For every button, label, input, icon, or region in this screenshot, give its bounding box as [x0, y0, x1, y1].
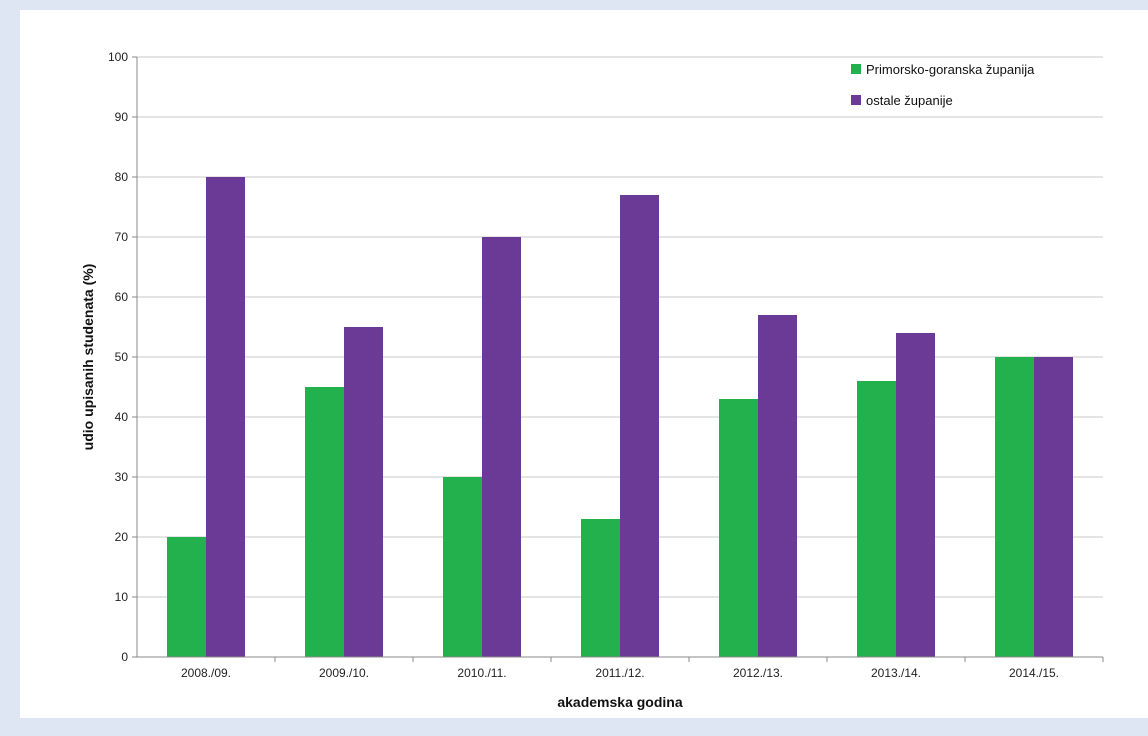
- x-tick-label: 2013./14.: [871, 666, 921, 680]
- y-tick-label: 100: [108, 50, 128, 64]
- x-tick-label: 2010./11.: [457, 666, 506, 680]
- legend-swatch: [851, 64, 861, 74]
- x-tick-label: 2008./09.: [181, 666, 231, 680]
- y-axis-title: udio upisanih studenata (%): [80, 264, 96, 451]
- bar-primorsko-goranska: [719, 399, 758, 657]
- bar-ostale-zupanije: [758, 315, 797, 657]
- y-tick-label: 10: [115, 590, 129, 604]
- bar-primorsko-goranska: [857, 381, 896, 657]
- bar-primorsko-goranska: [167, 537, 206, 657]
- y-tick-label: 90: [115, 110, 129, 124]
- bar-ostale-zupanije: [1034, 357, 1073, 657]
- bar-ostale-zupanije: [482, 237, 521, 657]
- x-tick-label: 2014./15.: [1009, 666, 1059, 680]
- legend: Primorsko-goranska županija ostale župani…: [851, 62, 1035, 108]
- bar-ostale-zupanije: [896, 333, 935, 657]
- bars: [167, 177, 1073, 657]
- y-tick-label: 60: [115, 290, 129, 304]
- bar-primorsko-goranska: [581, 519, 620, 657]
- x-tick-label: 2012./13.: [733, 666, 783, 680]
- legend-swatch: [851, 95, 861, 105]
- x-axis-title: akademska godina: [557, 694, 682, 710]
- bar-ostale-zupanije: [344, 327, 383, 657]
- y-tick-label: 70: [115, 230, 129, 244]
- bar-ostale-zupanije: [206, 177, 245, 657]
- bar-primorsko-goranska: [995, 357, 1034, 657]
- y-axis: 0 10 20 30 40 50 60 70 80 90 100: [108, 50, 138, 664]
- y-tick-label: 0: [121, 650, 128, 664]
- bar-ostale-zupanije: [620, 195, 659, 657]
- legend-label: Primorsko-goranska županija: [866, 62, 1035, 77]
- chart-panel: 0 10 20 30 40 50 60 70 80 90 100 2008./09. 2009./10…: [20, 10, 1148, 718]
- bar-chart: 0 10 20 30 40 50 60 70 80 90 100 2008./09. 2009./10…: [80, 50, 1104, 710]
- y-tick-label: 40: [115, 410, 129, 424]
- x-tick-label: 2009./10.: [319, 666, 369, 680]
- y-tick-label: 30: [115, 470, 129, 484]
- y-tick-label: 80: [115, 170, 129, 184]
- y-tick-label: 20: [115, 530, 129, 544]
- x-axis: 2008./09. 2009./10. 2010./11. 2011./12. 2012…: [137, 656, 1104, 680]
- bar-primorsko-goranska: [305, 387, 344, 657]
- legend-label: ostale županije: [866, 93, 953, 108]
- x-tick-label: 2011./12.: [595, 666, 644, 680]
- y-tick-label: 50: [115, 350, 129, 364]
- bar-primorsko-goranska: [443, 477, 482, 657]
